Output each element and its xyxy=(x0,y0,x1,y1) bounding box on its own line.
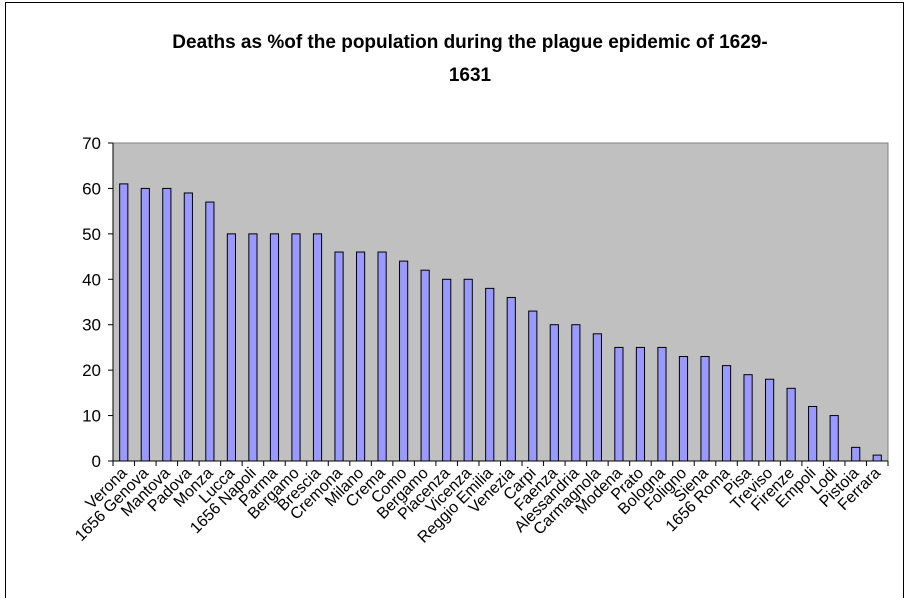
chart-title-line-1: Deaths as %of the population during the … xyxy=(172,32,767,53)
bar xyxy=(140,187,150,462)
bar xyxy=(312,233,323,462)
y-tick-label: 60 xyxy=(82,179,101,198)
bar xyxy=(528,310,538,462)
y-tick-label: 0 xyxy=(92,452,101,471)
bar xyxy=(872,454,882,462)
bar xyxy=(657,346,667,462)
y-axis: 0 10 20 30 40 50 60 70 xyxy=(82,134,114,471)
bar xyxy=(226,233,236,462)
bar xyxy=(829,415,839,462)
bar xyxy=(291,233,301,462)
y-tick-label: 30 xyxy=(82,316,101,335)
bar xyxy=(721,365,732,462)
bar xyxy=(765,378,775,462)
bar xyxy=(442,278,452,462)
bar xyxy=(399,260,409,462)
bar xyxy=(420,269,430,462)
bar xyxy=(678,356,689,462)
bar xyxy=(786,387,796,462)
bar xyxy=(571,324,581,462)
bar xyxy=(162,187,172,462)
bar xyxy=(463,278,473,462)
bar xyxy=(334,251,344,462)
bar xyxy=(269,233,280,462)
y-tick-label: 10 xyxy=(82,407,101,426)
bar xyxy=(119,183,129,462)
bar xyxy=(377,251,387,462)
bar xyxy=(205,201,215,462)
y-tick-label: 20 xyxy=(82,361,101,380)
bar xyxy=(743,374,753,462)
chart-title-line-2: 1631 xyxy=(449,65,492,86)
bar xyxy=(592,333,602,462)
bar xyxy=(700,356,710,462)
bar xyxy=(549,324,559,462)
bars-group xyxy=(119,183,882,462)
bar xyxy=(183,192,193,462)
y-tick-label: 40 xyxy=(82,270,101,289)
bar xyxy=(355,251,366,462)
y-tick-label: 50 xyxy=(82,225,101,244)
y-tick-label: 70 xyxy=(82,134,101,153)
bar xyxy=(248,233,258,462)
bar xyxy=(808,405,818,462)
bar xyxy=(635,346,646,462)
bar xyxy=(614,346,624,462)
bar xyxy=(851,446,861,462)
bar xyxy=(485,287,495,462)
bar xyxy=(506,296,516,462)
plot-area xyxy=(112,142,889,462)
